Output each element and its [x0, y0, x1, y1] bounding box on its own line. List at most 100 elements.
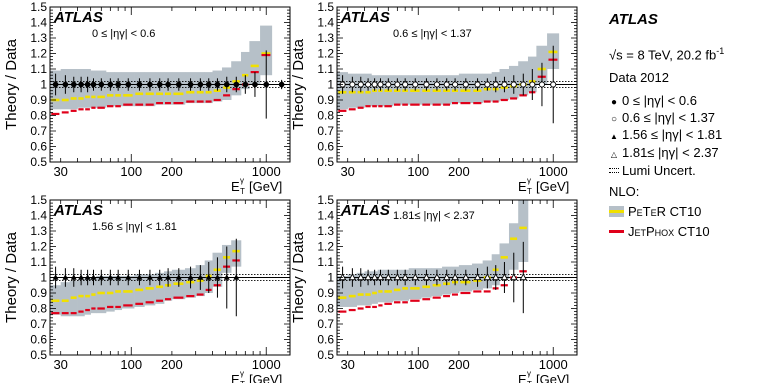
y-tick-label: 0.7	[317, 317, 334, 331]
x-tick-label: 100	[120, 164, 142, 179]
y-tick-label: 0.6	[30, 140, 47, 154]
data-point	[422, 273, 431, 281]
data-point	[107, 274, 114, 280]
data-point	[175, 274, 182, 280]
data-point	[233, 274, 240, 280]
data-point	[371, 81, 378, 88]
atlas-label: ATLAS	[340, 202, 390, 219]
data-point	[187, 81, 194, 88]
data-point	[510, 81, 517, 88]
plot-area-3	[337, 200, 577, 314]
data-point	[205, 81, 212, 88]
data-point	[125, 274, 132, 280]
atlas-label: ATLAS	[340, 9, 390, 26]
data-point	[70, 81, 77, 88]
y-tick-label: 1.4	[30, 209, 47, 223]
data-point	[473, 273, 482, 281]
x-axis-title-e: E	[231, 372, 240, 383]
data-point	[402, 81, 409, 88]
y-tick-label: 0.7	[30, 124, 47, 138]
x-tick-label: 1000	[252, 357, 281, 372]
legend-bin-3: △ 1.81≤ |ηγ| < 2.37	[609, 145, 719, 162]
data-point	[98, 274, 105, 280]
x-axis-title-e: E	[518, 372, 527, 383]
eta-range-label: 0 ≤ |ηγ| < 0.6	[92, 28, 155, 40]
data-point	[187, 274, 194, 280]
y-tick-label: 1.2	[30, 240, 47, 254]
y-tick-label: 1.5	[317, 0, 334, 14]
x-axis-title-sup: γ	[240, 176, 244, 185]
legend-peter: PeTeR CT10	[609, 204, 701, 219]
data-point	[70, 274, 77, 280]
data-point	[62, 81, 69, 88]
data-point	[62, 274, 69, 280]
data-point	[84, 274, 91, 280]
energy-lumi-text: √s = 8 TeV, 20.2 fb	[609, 47, 717, 63]
data-point	[529, 81, 536, 88]
uncertainty-band-bin	[371, 271, 378, 304]
x-tick-label: 1000	[539, 164, 568, 179]
y-tick-label: 1	[327, 271, 334, 285]
x-tick-label: 30	[340, 357, 354, 372]
data-point	[98, 81, 105, 88]
uncertainty-band-bin	[347, 274, 358, 307]
eta-range-label: 0.6 ≤ |ηγ| < 1.37	[393, 28, 472, 40]
plot-area-1	[337, 33, 577, 124]
legend-jetphox: JetPhox CT10	[609, 224, 710, 239]
data-point	[90, 81, 97, 88]
x-axis-title-unit: [GeV]	[249, 372, 282, 383]
y-tick-label: 1.2	[317, 47, 334, 61]
data-point	[175, 81, 182, 88]
x-axis-title-sup: γ	[527, 369, 531, 378]
data-point	[205, 274, 212, 280]
data-point	[433, 273, 441, 281]
data-point	[433, 81, 440, 88]
legend-bin-label: 1.81≤ |ηγ| < 2.37	[622, 145, 719, 160]
data-point	[349, 81, 356, 88]
data-point	[411, 273, 420, 281]
filled-triangle-icon: ▲	[610, 132, 618, 141]
legend-bin-label: 1.56 ≤ |ηγ| < 1.81	[622, 127, 723, 142]
uncertainty-band-bin	[377, 269, 384, 303]
y-tick-label: 1.4	[30, 16, 47, 30]
x-tick-label: 1000	[539, 357, 568, 372]
y-tick-label: 1.3	[317, 224, 334, 238]
filled-circle-icon: ●	[610, 97, 618, 108]
legend-energy-lumi: √s = 8 TeV, 20.2 fb-1	[609, 44, 724, 62]
data-point	[165, 81, 171, 88]
data-point	[401, 273, 409, 281]
data-point	[125, 81, 132, 88]
x-tick-label: 100	[407, 164, 429, 179]
y-tick-label: 1.2	[317, 240, 334, 254]
legend-bin-2: ▲ 1.56 ≤ |ηγ| < 1.81	[609, 127, 722, 144]
data-point	[278, 81, 285, 88]
data-point	[500, 273, 509, 281]
x-tick-label: 100	[407, 357, 429, 372]
data-point	[442, 273, 451, 281]
y-tick-label: 1	[40, 78, 47, 92]
uncertainty-band-bin	[60, 282, 71, 317]
y-axis-title: Theory / Data	[3, 231, 20, 323]
legend-bin-1: ○ 0.6 ≤ |ηγ| < 1.37	[609, 110, 715, 127]
x-tick-label: 200	[448, 357, 470, 372]
data-point	[384, 273, 393, 281]
y-tick-label: 0.9	[317, 286, 334, 300]
data-point	[252, 81, 258, 88]
data-point	[510, 273, 518, 281]
open-circle-icon: ○	[610, 114, 618, 125]
data-point	[197, 274, 204, 280]
uncertainty-band-bin	[240, 51, 250, 90]
plots-canvas: 0.50.60.70.80.911.11.21.31.41.530 100 200 1…	[3, 0, 578, 383]
energy-lumi-exponent: -1	[716, 46, 725, 56]
y-axis-title: Theory / Data	[3, 38, 20, 130]
y-tick-label: 0.9	[317, 93, 334, 107]
x-tick-label: 100	[120, 357, 142, 372]
y-axis-title: Theory / Data	[290, 231, 307, 323]
y-tick-label: 0.9	[30, 286, 47, 300]
uncertainty-band-bin	[356, 272, 365, 306]
y-tick-label: 0.6	[317, 140, 334, 154]
data-point	[394, 81, 401, 88]
data-point	[393, 273, 402, 281]
y-tick-label: 1.1	[317, 255, 334, 269]
x-axis-title-sub: T	[240, 380, 245, 383]
